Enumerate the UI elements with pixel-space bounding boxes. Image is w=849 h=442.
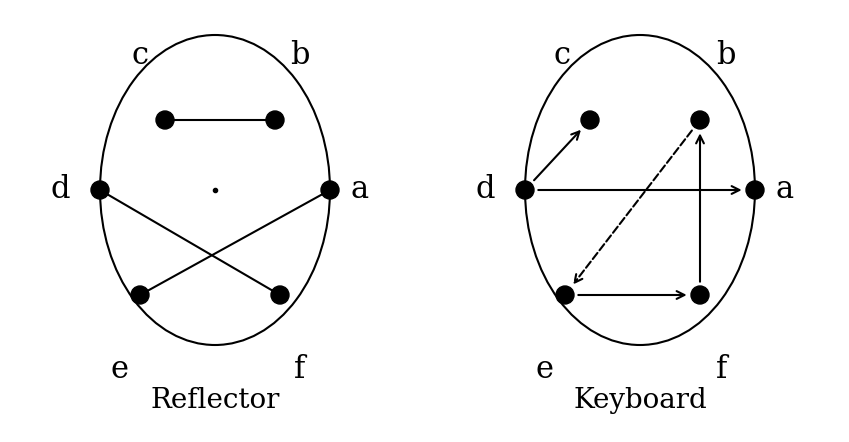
Text: a: a [776, 175, 794, 206]
Text: c: c [132, 39, 149, 71]
Text: Keyboard: Keyboard [573, 386, 707, 414]
Text: b: b [717, 39, 736, 71]
Text: f: f [295, 354, 306, 385]
Circle shape [266, 111, 284, 129]
Text: e: e [111, 354, 129, 385]
Circle shape [516, 181, 534, 199]
Circle shape [691, 111, 709, 129]
Circle shape [156, 111, 174, 129]
Circle shape [581, 111, 599, 129]
Text: d: d [50, 175, 70, 206]
Text: a: a [351, 175, 369, 206]
Circle shape [91, 181, 109, 199]
Text: Reflector: Reflector [150, 386, 279, 414]
Text: b: b [290, 39, 310, 71]
Circle shape [321, 181, 339, 199]
Circle shape [691, 286, 709, 304]
Circle shape [131, 286, 149, 304]
Text: d: d [475, 175, 495, 206]
Circle shape [271, 286, 289, 304]
Text: e: e [536, 354, 554, 385]
Circle shape [746, 181, 764, 199]
Circle shape [556, 286, 574, 304]
Text: c: c [554, 39, 571, 71]
Text: f: f [717, 354, 728, 385]
